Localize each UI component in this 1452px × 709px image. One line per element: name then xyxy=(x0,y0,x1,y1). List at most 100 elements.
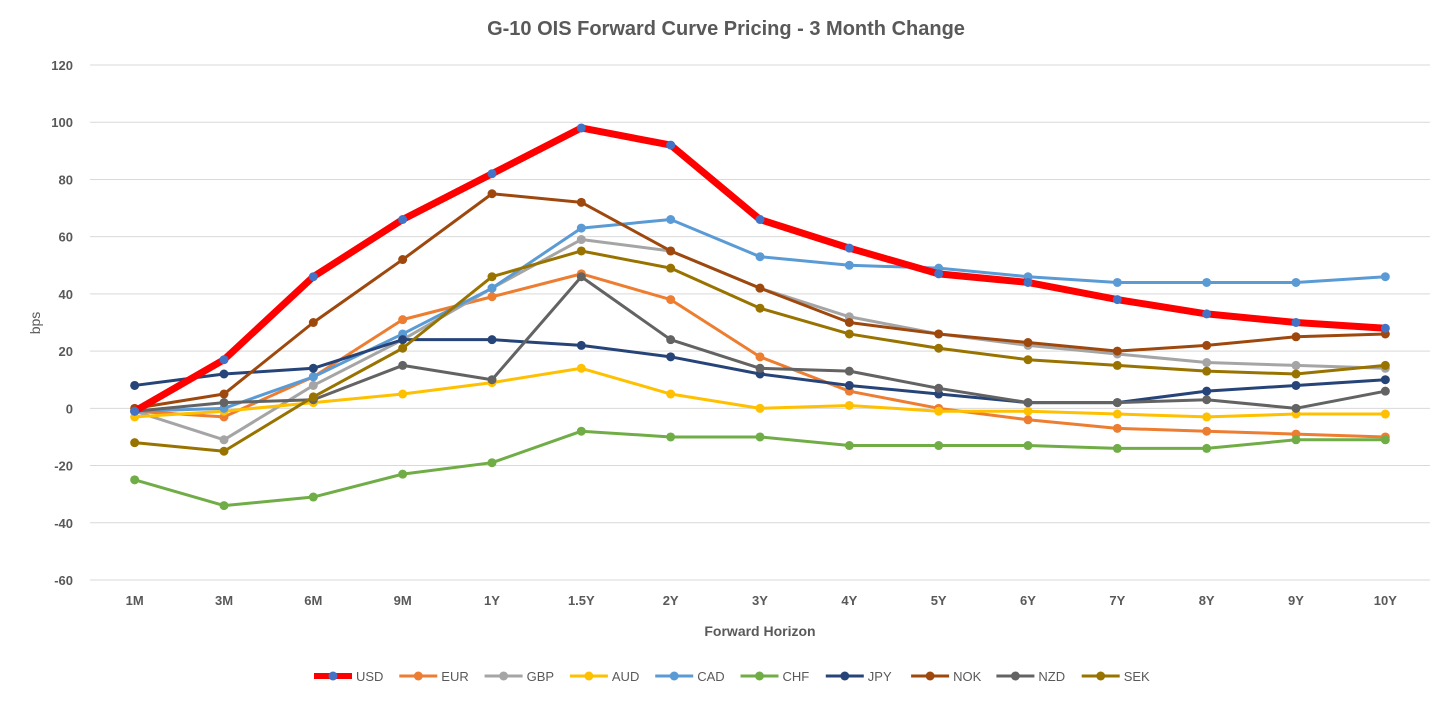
eur-point xyxy=(755,352,765,362)
x-tick-labels: 1M 3M 6M 9M 1Y 1.5Y 2Y 3Y 4Y 5Y 6Y 7Y 8Y 9Y 10Y xyxy=(126,593,1398,608)
x-tick-label: 6Y xyxy=(1020,593,1036,608)
x-tick-label: 3Y xyxy=(752,593,768,608)
x-tick-label: 5Y xyxy=(931,593,947,608)
nzd-point xyxy=(1112,398,1122,408)
legend-swatch-marker xyxy=(1010,671,1020,681)
jpy-point xyxy=(1291,380,1301,390)
nok-point xyxy=(219,389,229,399)
series-nzd xyxy=(130,272,1390,416)
chf-point xyxy=(219,501,229,511)
usd-point xyxy=(219,355,229,365)
sek-point xyxy=(844,329,854,339)
nok-point xyxy=(1023,338,1033,348)
legend-item-aud: AUD xyxy=(569,669,639,684)
series-nok xyxy=(130,189,1390,413)
legend-label: GBP xyxy=(527,669,554,684)
eur-point xyxy=(1023,415,1033,425)
legend-item-eur: EUR xyxy=(399,669,469,684)
jpy-point xyxy=(219,369,229,379)
nzd-point xyxy=(666,335,676,345)
legend: USD EUR GBP AUD CAD CHF JPY NOK NZD SEK xyxy=(314,669,1150,684)
x-tick-label: 1.5Y xyxy=(568,593,595,608)
y-tick-label: 40 xyxy=(59,287,73,302)
legend-label: EUR xyxy=(441,669,468,684)
x-tick-label: 10Y xyxy=(1374,593,1397,608)
cad-point xyxy=(487,283,497,293)
jpy-point xyxy=(666,352,676,362)
nok-point xyxy=(1202,340,1212,350)
nzd-point xyxy=(1380,386,1390,396)
x-tick-label: 6M xyxy=(304,593,322,608)
legend-swatch-marker xyxy=(925,671,935,681)
x-tick-label: 7Y xyxy=(1109,593,1125,608)
legend-item-nok: NOK xyxy=(911,669,982,684)
nok-point xyxy=(398,255,408,265)
chf-point xyxy=(1202,443,1212,453)
nzd-point xyxy=(755,363,765,373)
gbp-point xyxy=(219,435,229,445)
gridlines xyxy=(90,64,1430,581)
y-tick-label: 60 xyxy=(59,230,73,245)
chf-point xyxy=(844,441,854,451)
chf-point xyxy=(934,441,944,451)
legend-swatch-marker xyxy=(584,671,594,681)
series-sek xyxy=(130,246,1390,456)
x-tick-label: 3M xyxy=(215,593,233,608)
series-cad xyxy=(130,215,1390,416)
legend-label: SEK xyxy=(1124,669,1150,684)
eur-point xyxy=(487,292,497,302)
chf-point xyxy=(1291,435,1301,445)
legend-swatch-marker xyxy=(328,671,338,681)
legend-item-sek: SEK xyxy=(1081,669,1150,684)
cad-point xyxy=(576,223,586,233)
y-tick-label: 0 xyxy=(66,401,73,416)
nzd-point xyxy=(844,366,854,376)
chf-point xyxy=(666,432,676,442)
y-tick-label: 120 xyxy=(51,58,73,73)
eur-point xyxy=(1202,426,1212,436)
chf-point xyxy=(755,432,765,442)
legend-label: USD xyxy=(356,669,383,684)
nok-point xyxy=(1291,332,1301,342)
nzd-point xyxy=(1202,395,1212,405)
x-tick-label: 2Y xyxy=(663,593,679,608)
legend-item-usd: USD xyxy=(314,669,383,684)
aud-point xyxy=(1380,409,1390,419)
aud-point xyxy=(1202,412,1212,422)
aud-point xyxy=(1023,406,1033,416)
legend-item-chf: CHF xyxy=(740,669,810,684)
sek-point xyxy=(576,246,586,256)
cad-point xyxy=(1112,277,1122,287)
usd-point xyxy=(487,169,497,179)
eur-point xyxy=(666,295,676,305)
series-gbp xyxy=(130,235,1390,445)
nzd-point xyxy=(1291,403,1301,413)
sek-point xyxy=(1023,355,1033,365)
legend-label: CHF xyxy=(783,669,810,684)
legend-swatch-marker xyxy=(755,671,764,681)
nok-point xyxy=(576,197,586,207)
y-axis-label: bps xyxy=(27,312,43,335)
sek-point xyxy=(219,446,229,456)
series-group xyxy=(130,123,1390,511)
chf-point xyxy=(487,458,497,468)
nzd-point xyxy=(576,272,586,282)
cad-point xyxy=(1202,277,1212,287)
y-tick-label: -40 xyxy=(54,516,73,531)
sek-point xyxy=(487,272,497,282)
aud-point xyxy=(398,389,408,399)
chf-point xyxy=(1380,435,1390,445)
chf-point xyxy=(1023,441,1033,451)
cad-point xyxy=(308,372,318,382)
cad-point xyxy=(1291,277,1301,287)
usd-point xyxy=(1112,295,1122,305)
x-axis-label: Forward Horizon xyxy=(704,623,815,639)
cad-point xyxy=(755,252,765,262)
sek-point xyxy=(1202,366,1212,376)
jpy-point xyxy=(1380,375,1390,385)
chf-point xyxy=(576,426,586,436)
usd-point xyxy=(666,140,676,150)
sek-point xyxy=(130,438,140,448)
sek-point xyxy=(308,392,318,402)
